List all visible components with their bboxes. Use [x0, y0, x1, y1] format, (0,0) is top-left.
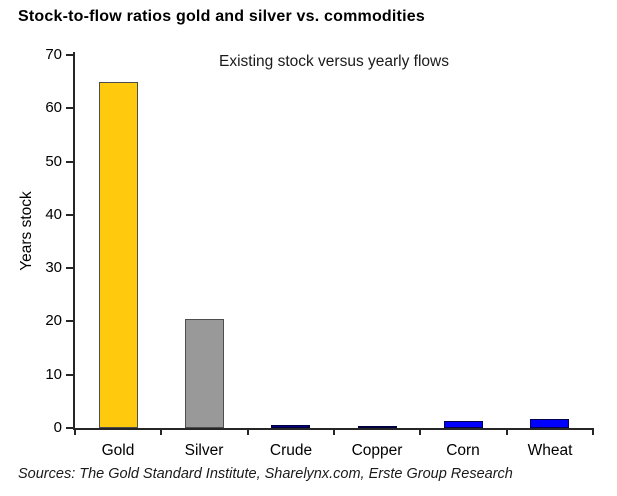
y-tick-mark [66, 427, 74, 429]
x-tick-mark [160, 428, 162, 435]
x-tick-mark [419, 428, 421, 435]
y-tick-mark [66, 214, 74, 216]
x-category-label: Copper [351, 442, 403, 459]
y-tick-label: 0 [53, 419, 62, 436]
source-note: Sources: The Gold Standard Institute, Sh… [18, 466, 513, 482]
y-tick-label: 60 [45, 99, 62, 116]
x-tick-mark [333, 428, 335, 435]
x-category-label: Corn [446, 442, 480, 459]
x-tick-mark [247, 428, 249, 435]
y-tick-mark [66, 107, 74, 109]
bar-crude [271, 425, 310, 428]
bar-silver [185, 319, 224, 428]
x-tick-mark [506, 428, 508, 435]
y-tick-mark [66, 267, 74, 269]
chart-title: Stock-to-flow ratios gold and silver vs.… [18, 8, 425, 25]
chart-subtitle: Existing stock versus yearly flows [219, 53, 449, 70]
x-category-label: Silver [184, 442, 224, 459]
y-tick-mark [66, 161, 74, 163]
x-tick-mark [74, 428, 76, 435]
y-tick-label: 30 [45, 259, 62, 276]
y-axis-line [73, 52, 75, 430]
y-tick-label: 70 [45, 46, 62, 63]
bar-corn [444, 421, 483, 428]
x-tick-mark [592, 428, 594, 435]
bar-gold [99, 82, 138, 428]
y-tick-mark [66, 320, 74, 322]
y-tick-label: 40 [45, 206, 62, 223]
y-tick-label: 10 [45, 366, 62, 383]
y-tick-mark [66, 54, 74, 56]
x-category-label: Wheat [527, 442, 573, 459]
y-tick-label: 20 [45, 312, 62, 329]
y-tick-label: 50 [45, 153, 62, 170]
y-tick-mark [66, 374, 74, 376]
bar-copper [358, 426, 397, 428]
x-category-label: Crude [269, 442, 313, 459]
x-category-label: Gold [101, 442, 135, 459]
bar-wheat [530, 419, 569, 428]
